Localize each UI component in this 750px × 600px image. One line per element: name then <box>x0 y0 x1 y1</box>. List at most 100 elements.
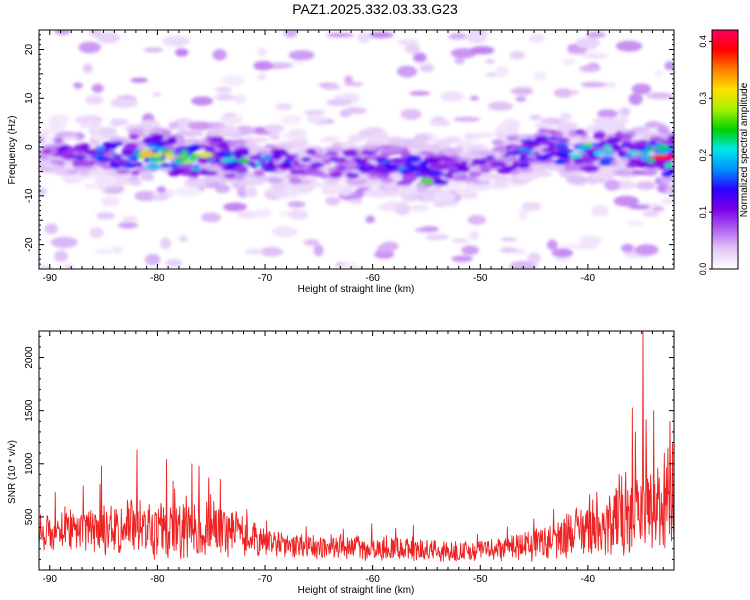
heatmap-cell <box>419 64 435 73</box>
y-tick-label: 1000 <box>24 452 35 475</box>
heatmap-cell <box>647 157 655 164</box>
heatmap-cell <box>413 52 427 63</box>
heatmap-cell <box>603 81 617 88</box>
heatmap-cell <box>78 41 101 54</box>
heatmap-cell <box>537 139 552 146</box>
heatmap-cell <box>564 163 581 171</box>
heatmap-cell <box>464 145 484 151</box>
heatmap-cell <box>322 85 342 91</box>
colorbar-ticks: 0.0 0.1 0.2 0.3 0.4 <box>698 35 712 275</box>
x-tick-label: -60 <box>365 574 380 585</box>
x-tick-label: -40 <box>581 273 596 284</box>
heatmap-cell <box>527 252 541 265</box>
heatmap-cell <box>161 150 175 154</box>
heatmap-cell <box>190 170 200 178</box>
heatmap-cell <box>342 149 359 157</box>
heatmap-cell <box>469 170 478 179</box>
heatmap-cell <box>367 133 390 145</box>
heatmap-cell <box>355 165 367 170</box>
heatmap-cell <box>134 190 159 202</box>
heatmap-cell <box>89 227 104 238</box>
heatmap-cell <box>432 170 443 176</box>
heatmap-cell <box>470 95 479 101</box>
heatmap-cell <box>145 144 159 148</box>
heatmap-cell <box>574 129 586 135</box>
heatmap-cell <box>175 48 189 57</box>
heatmap-cell <box>485 158 497 164</box>
heatmap-cell <box>244 248 264 255</box>
heatmap-cell <box>488 173 500 179</box>
heatmap-cell <box>209 136 225 142</box>
heatmap-cell <box>466 32 487 44</box>
snr-line <box>39 331 674 562</box>
heatmap-cell <box>445 164 457 170</box>
heatmap-cell <box>449 32 467 40</box>
heatmap-cell <box>560 112 572 121</box>
heatmap-cell <box>348 133 365 143</box>
heatmap-cell <box>310 162 325 168</box>
heatmap-cell <box>525 140 542 148</box>
heatmap-cell <box>326 98 353 106</box>
heatmap-cell <box>503 154 510 158</box>
y-tick-label: 10 <box>24 92 35 104</box>
heatmap-cell <box>569 153 583 159</box>
heatmap-cell <box>322 136 340 142</box>
heatmap-cell <box>597 109 619 119</box>
heatmap-cell <box>453 116 481 123</box>
heatmap-cell <box>528 152 535 157</box>
heatmap-cell <box>361 161 372 167</box>
heatmap-cell <box>168 121 180 130</box>
spectrogram-y-label: Frequency (Hz) <box>7 116 18 185</box>
heatmap-cell <box>252 208 273 218</box>
heatmap-cell <box>328 167 340 171</box>
heatmap-cell <box>474 183 485 189</box>
heatmap-cell <box>429 120 451 127</box>
heatmap-hotspot <box>653 154 668 161</box>
heatmap-cell <box>631 83 652 95</box>
x-tick-label: -80 <box>150 273 165 284</box>
heatmap-cell <box>532 150 541 157</box>
heatmap-cell <box>264 188 288 197</box>
heatmap-cell <box>257 73 267 81</box>
heatmap-cell <box>303 239 320 246</box>
x-tick-label: -90 <box>43 273 58 284</box>
heatmap-cell <box>420 226 439 233</box>
heatmap-cell <box>581 52 609 59</box>
heatmap-cell <box>598 161 612 166</box>
heatmap-cell <box>546 239 558 251</box>
heatmap-cell <box>344 82 364 87</box>
heatmap-cell <box>653 151 666 155</box>
heatmap-cell <box>309 170 323 177</box>
heatmap-cell <box>152 92 162 97</box>
heatmap-cell <box>356 32 371 44</box>
heatmap-cell <box>433 200 448 207</box>
heatmap-cell <box>143 158 150 163</box>
heatmap-cell <box>537 128 549 133</box>
heatmap-cell <box>94 248 115 254</box>
heatmap-cell <box>283 154 299 158</box>
heatmap-cell <box>654 70 664 78</box>
heatmap-cell <box>366 178 386 184</box>
heatmap-cell <box>485 59 495 64</box>
heatmap-cell <box>640 169 658 177</box>
heatmap-cell <box>53 138 64 144</box>
heatmap-cell <box>115 169 131 174</box>
heatmap-cell <box>144 253 161 266</box>
heatmap-cell <box>156 186 167 194</box>
heatmap-cell <box>288 50 315 61</box>
heatmap-cell <box>214 86 233 93</box>
heatmap-cell <box>325 151 340 156</box>
heatmap-cell <box>248 136 269 143</box>
heatmap-cell <box>579 65 601 73</box>
heatmap-cell <box>365 167 375 171</box>
heatmap-cell <box>288 209 309 220</box>
heatmap-cell <box>661 171 674 178</box>
heatmap-cell <box>165 142 174 151</box>
heatmap-cell <box>313 244 324 257</box>
heatmap-cell <box>444 136 461 144</box>
heatmap-cell <box>289 176 302 185</box>
heatmap-cell <box>400 108 422 120</box>
heatmap-cell <box>396 184 418 196</box>
heatmap-cell <box>152 158 167 162</box>
heatmap-cell <box>628 93 643 106</box>
